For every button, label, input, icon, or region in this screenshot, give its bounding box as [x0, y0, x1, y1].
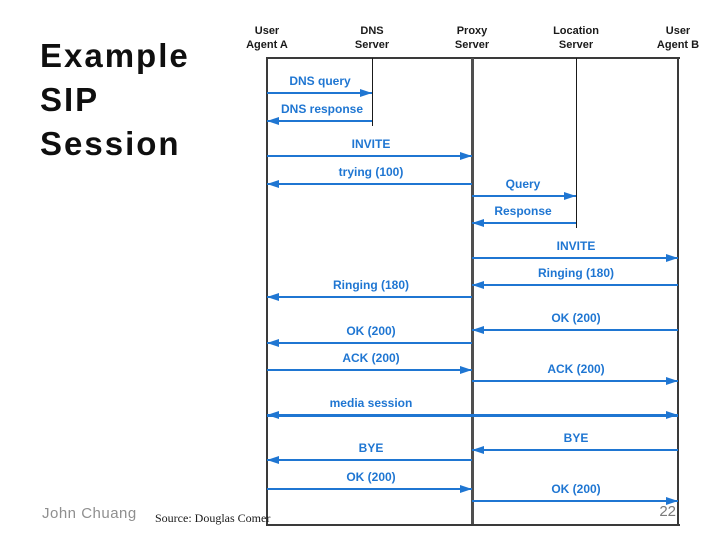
message-label: Query: [505, 177, 541, 191]
diagram-bottom-border: [266, 524, 680, 526]
message-label: OK (200): [551, 482, 601, 496]
participant-label-line: Agent B: [656, 39, 700, 51]
author-name: John Chuang: [42, 505, 137, 522]
arrowhead-right-icon: [460, 366, 472, 374]
participant-label-line: Agent A: [246, 39, 288, 51]
arrowhead-right-icon: [460, 152, 472, 160]
message-label: DNS query: [289, 74, 351, 88]
message-line: [472, 284, 678, 286]
participant-header-user-agent-b: User Agent B: [657, 24, 699, 52]
message-line: [472, 329, 678, 331]
message-label: Response: [494, 204, 552, 218]
message-label: trying (100): [338, 165, 404, 179]
arrowhead-left-icon: [267, 180, 279, 188]
participant-label-line: Server: [454, 39, 490, 51]
message-label: OK (200): [346, 470, 396, 484]
message-label: media session: [329, 396, 413, 410]
message-line: [267, 120, 372, 122]
arrowhead-left-icon: [267, 411, 279, 419]
lifeline-user-agent-a: [266, 57, 268, 526]
message-line: [472, 222, 576, 224]
participant-label-line: Server: [354, 39, 390, 51]
arrowhead-left-icon: [472, 326, 484, 334]
source-credit: Source: Douglas Comer: [155, 511, 271, 525]
message-line: [472, 500, 678, 502]
message-line: [267, 92, 372, 94]
message-label: BYE: [563, 431, 589, 445]
arrowhead-right-icon: [460, 485, 472, 493]
message-label: Ringing (180): [332, 278, 410, 292]
arrowhead-left-icon: [472, 446, 484, 454]
message-line: [267, 296, 472, 298]
message-line: [267, 459, 472, 461]
arrowhead-right-icon: [564, 192, 576, 200]
message-line: [267, 369, 472, 371]
arrowhead-right-icon: [360, 89, 372, 97]
participant-label-line: Proxy: [456, 25, 488, 37]
lifeline-user-agent-b: [677, 57, 679, 526]
message-label: ACK (200): [342, 351, 400, 365]
arrowhead-right-icon: [666, 411, 678, 419]
slide-title-line: Session: [40, 125, 181, 162]
lifeline-location-server: [576, 58, 577, 228]
message-line: [267, 155, 472, 157]
slide-title: Example SIP Session: [40, 34, 190, 166]
participant-label-line: Server: [558, 39, 594, 51]
message-label: BYE: [358, 441, 384, 455]
lifeline-dns-server: [372, 58, 373, 126]
arrowhead-left-icon: [267, 117, 279, 125]
arrowhead-right-icon: [666, 254, 678, 262]
message-line: [472, 257, 678, 259]
arrowhead-left-icon: [267, 339, 279, 347]
arrowhead-left-icon: [267, 456, 279, 464]
arrowhead-left-icon: [267, 293, 279, 301]
lifeline-proxy-server: [471, 58, 474, 524]
message-line: [267, 342, 472, 344]
participant-header-location-server: Location Server: [553, 24, 599, 52]
message-label: OK (200): [551, 311, 601, 325]
message-line: [267, 488, 472, 490]
message-line: [472, 380, 678, 382]
message-line: [472, 195, 576, 197]
message-label: OK (200): [346, 324, 396, 338]
message-line: [472, 449, 678, 451]
message-label: INVITE: [556, 239, 596, 253]
message-label: DNS response: [280, 102, 364, 116]
participant-label-line: Location: [553, 25, 599, 37]
message-label: ACK (200): [547, 362, 605, 376]
message-label: Ringing (180): [537, 266, 615, 280]
participant-label-line: User: [665, 25, 691, 37]
arrowhead-right-icon: [666, 377, 678, 385]
arrowhead-right-icon: [666, 497, 678, 505]
participant-label-line: User: [254, 25, 280, 37]
arrowhead-left-icon: [472, 219, 484, 227]
participant-label-line: DNS: [360, 25, 384, 37]
message-label: INVITE: [351, 137, 391, 151]
participant-header-dns-server: DNS Server: [355, 24, 389, 52]
participant-header-user-agent-a: User Agent A: [246, 24, 288, 52]
message-line: [267, 183, 472, 185]
message-line: [267, 414, 678, 417]
page-number: 22: [659, 503, 676, 520]
arrowhead-left-icon: [472, 281, 484, 289]
participant-header-proxy-server: Proxy Server: [455, 24, 489, 52]
slide-title-line: SIP: [40, 81, 100, 118]
slide-title-line: Example: [40, 37, 190, 74]
